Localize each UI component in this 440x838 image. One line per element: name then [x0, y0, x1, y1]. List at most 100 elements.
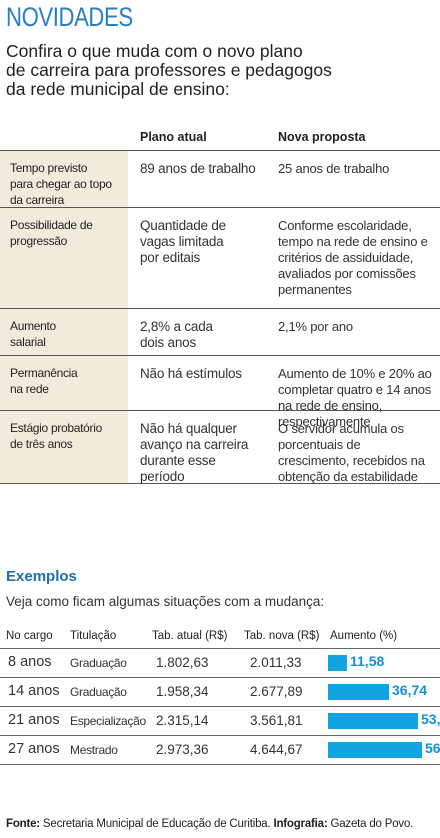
row-label: Tempo previsto para chegar ao topo da carr…	[0, 151, 128, 207]
cell-tab-nova: 4.644,67	[250, 742, 303, 757]
nova-proposta-value-line: respectivamente	[278, 414, 371, 429]
comparison-table: Plano atual Nova proposta Tempo previsto…	[0, 128, 440, 484]
cell-no-cargo: 8 anos	[8, 654, 52, 670]
cell-titulacao: Mestrado	[70, 743, 118, 757]
plano-atual-value-line: período	[140, 469, 185, 484]
plano-atual-value: 89 anos de trabalho	[140, 161, 272, 177]
row-label: Estágio probatório de três anos	[0, 411, 128, 483]
footer-infografia-text: Gazeta do Povo.	[327, 818, 414, 830]
nova-proposta-value-line: porcentuais de	[278, 437, 361, 452]
plano-atual-value-line: Não há qualquer	[140, 421, 237, 436]
comparison-row: Possibilidade de progressão Quantidade de v…	[0, 207, 440, 308]
aumento-label: 53,85	[421, 711, 440, 727]
plano-atual-value: Quantidade de vagas limitada por editais	[140, 218, 272, 266]
plano-atual-value-line: Não há estímulos	[140, 366, 242, 381]
aumento-bar	[328, 713, 418, 729]
header-no-cargo: No cargo	[6, 630, 53, 642]
comparison-row: Permanência na rede Não há estímulos Aument…	[0, 355, 440, 429]
row-label: Possibilidade de progressão	[0, 208, 128, 308]
row-label-line: Tempo previsto	[10, 161, 88, 175]
nova-proposta-value-line: Aumento de 10% e 20% ao	[278, 366, 432, 381]
nova-proposta-value: Conforme escolaridade, tempo na rede de e…	[278, 218, 440, 298]
row-label-line: Possibilidade de	[10, 218, 93, 232]
nova-proposta-value: 2,1% por ano	[278, 319, 440, 335]
cell-tab-atual: 2.973,36	[156, 742, 209, 757]
row-label-line: na rede	[10, 382, 49, 396]
row-label: Aumento salarial	[0, 309, 128, 355]
plano-atual-value-line: Quantidade de	[140, 218, 226, 233]
plano-atual-value-line: dois anos	[140, 335, 196, 350]
aumento-label: 11,58	[350, 653, 385, 669]
row-label-line: para chegar ao topo	[10, 177, 112, 191]
comparison-row: Tempo previsto para chegar ao topo da carr…	[0, 150, 440, 207]
nova-proposta-value-line: permanentes	[278, 282, 352, 297]
footer-infografia-label: Infografia:	[273, 818, 328, 830]
aumento-bar	[328, 742, 422, 758]
plano-atual-value: Não há qualquer avanço na carreira durante…	[140, 421, 272, 485]
row-label-line: Aumento	[10, 319, 56, 333]
aumento-bar	[328, 655, 347, 671]
col-header-plano-atual: Plano atual	[140, 130, 207, 144]
plano-atual-value-line: 2,8% a cada	[140, 319, 213, 334]
header-tab-atual: Tab. atual (R$)	[152, 630, 228, 642]
aumento-bar	[328, 684, 389, 700]
plano-atual-value-line: por editais	[140, 250, 201, 265]
examples-header: No cargo Titulação Tab. atual (R$) Tab. …	[0, 628, 440, 648]
cell-no-cargo: 21 anos	[8, 712, 60, 728]
plano-atual-value-line: vagas limitada	[140, 234, 224, 249]
header-aumento: Aumento (%)	[330, 630, 398, 642]
intro-text: Confira o que muda com o novo plano de c…	[6, 42, 436, 99]
nova-proposta-value-line: critérios de assiduidade,	[278, 250, 414, 265]
examples-title: Exemplos	[6, 568, 77, 585]
cell-tab-atual: 1.958,34	[156, 684, 209, 699]
cell-tab-nova: 2.011,33	[250, 655, 302, 670]
intro-line: de carreira para professores e pedagogos	[6, 60, 332, 80]
cell-titulacao: Especialização	[70, 714, 146, 728]
cell-titulacao: Graduação	[70, 685, 127, 699]
table-row: 8 anos Graduação 1.802,63 2.011,33 11,58	[0, 648, 440, 677]
intro-line: Confira o que muda com o novo plano	[6, 41, 303, 61]
row-label-line: Estágio probatório	[10, 421, 102, 435]
plano-atual-value-line: durante esse	[140, 453, 216, 468]
footer-credits: Fonte: Secretaria Municipal de Educação …	[6, 818, 413, 830]
plano-atual-value-line: avanço na carreira	[140, 437, 249, 452]
plano-atual-value-line: 89 anos de trabalho	[140, 161, 256, 176]
cell-tab-nova: 2.677,89	[250, 684, 303, 699]
nova-proposta-value-line: 2,1% por ano	[278, 319, 353, 334]
row-label-line: salarial	[10, 335, 46, 349]
nova-proposta-value: O servidor acumula os porcentuais de cresc…	[278, 421, 440, 485]
cell-titulacao: Graduação	[70, 656, 127, 670]
header-titulacao: Titulação	[70, 630, 117, 642]
examples-subtitle: Veja como ficam algumas situações com a …	[6, 594, 325, 609]
cell-tab-atual: 1.802,63	[156, 655, 209, 670]
nova-proposta-value-line: 25 anos de trabalho	[278, 161, 390, 176]
table-row: 27 anos Mestrado 2.973,36 4.644,67 56,21	[0, 735, 440, 765]
comparison-row: Estágio probatório de três anos Não há qua…	[0, 410, 440, 484]
footer-fonte-text: Secretaria Municipal de Educação de Curi…	[39, 818, 274, 830]
aumento-label: 56,21	[425, 740, 440, 756]
table-row: 14 anos Graduação 1.958,34 2.677,89 36,74	[0, 677, 440, 706]
nova-proposta-value-line: completar quatro e 14 anos	[278, 382, 432, 397]
aumento-label: 36,74	[392, 682, 428, 698]
row-label-line: da carreira	[10, 193, 65, 207]
col-header-nova-proposta: Nova proposta	[278, 130, 366, 144]
cell-tab-atual: 2.315,14	[156, 713, 209, 728]
footer-fonte-label: Fonte:	[6, 818, 40, 830]
page-title: NOVIDADES	[6, 2, 133, 32]
nova-proposta-value-line: O servidor acumula os	[278, 421, 404, 436]
table-row: 21 anos Especialização 2.315,14 3.561,81 53,…	[0, 706, 440, 735]
cell-no-cargo: 14 anos	[8, 683, 60, 699]
nova-proposta-value: 25 anos de trabalho	[278, 161, 440, 177]
plano-atual-value: 2,8% a cada dois anos	[140, 319, 272, 351]
cell-no-cargo: 27 anos	[8, 741, 60, 757]
nova-proposta-value-line: avaliados por comissões	[278, 266, 416, 281]
cell-tab-nova: 3.561,81	[250, 713, 303, 728]
nova-proposta-value-line: na rede de ensino,	[278, 398, 383, 413]
nova-proposta-value-line: obtenção da estabilidade	[278, 469, 418, 484]
row-label-line: de três anos	[10, 437, 73, 451]
row-label-line: progressão	[10, 234, 68, 248]
row-label: Permanência na rede	[0, 356, 128, 410]
intro-line: da rede municipal de ensino:	[6, 79, 230, 99]
nova-proposta-value: Aumento de 10% e 20% ao completar quatro …	[278, 366, 440, 430]
plano-atual-value: Não há estímulos	[140, 366, 272, 382]
